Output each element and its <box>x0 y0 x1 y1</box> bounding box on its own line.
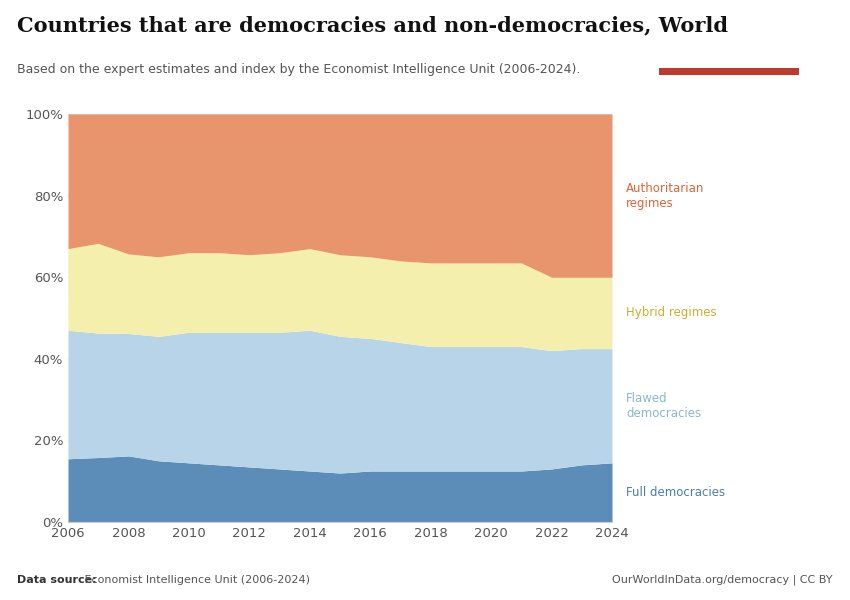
Bar <box>659 68 799 75</box>
Text: Hybrid regimes: Hybrid regimes <box>626 307 717 319</box>
Text: Economist Intelligence Unit (2006-2024): Economist Intelligence Unit (2006-2024) <box>81 575 309 585</box>
Text: Flawed
democracies: Flawed democracies <box>626 392 701 420</box>
Text: in Data: in Data <box>706 46 751 56</box>
Text: Full democracies: Full democracies <box>626 486 725 499</box>
Text: Countries that are democracies and non-democracies, World: Countries that are democracies and non-d… <box>17 15 728 35</box>
Text: Our World: Our World <box>697 29 761 39</box>
Text: Data source:: Data source: <box>17 575 97 585</box>
Text: Based on the expert estimates and index by the Economist Intelligence Unit (2006: Based on the expert estimates and index … <box>17 63 581 76</box>
Text: OurWorldInData.org/democracy | CC BY: OurWorldInData.org/democracy | CC BY <box>613 575 833 585</box>
Text: Authoritarian
regimes: Authoritarian regimes <box>626 182 705 209</box>
